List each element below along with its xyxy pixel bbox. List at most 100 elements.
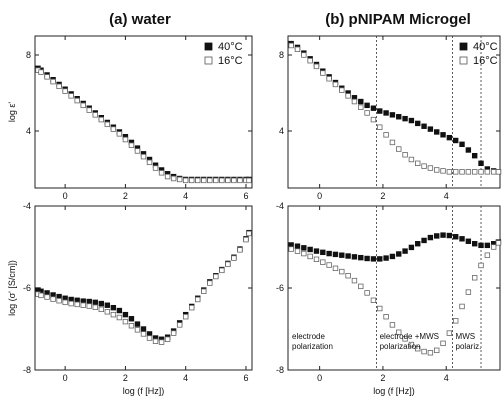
data-point <box>307 253 313 260</box>
data-point <box>313 248 320 254</box>
data-point <box>446 169 453 175</box>
data-point <box>421 348 427 355</box>
data-point <box>421 123 427 129</box>
data-point <box>459 141 465 147</box>
data-point <box>128 142 135 148</box>
x-tick-label: 0 <box>317 191 322 201</box>
y-tick-label: 4 <box>26 126 31 136</box>
panel-0: (a) water 0 2 4 6 4 8 log ε' 40°C 16°C <box>7 11 253 201</box>
data-point <box>104 121 111 128</box>
data-point <box>377 256 383 262</box>
data-point <box>128 316 135 322</box>
data-point <box>326 262 332 268</box>
data-point <box>68 93 74 99</box>
data-point <box>288 246 294 252</box>
data-point <box>294 243 301 249</box>
data-point <box>134 321 141 327</box>
data-point <box>98 300 105 307</box>
data-point <box>92 112 98 118</box>
data-point <box>152 338 159 344</box>
data-point <box>225 261 231 267</box>
data-point <box>446 232 453 239</box>
data-point <box>152 165 159 171</box>
data-point <box>122 311 129 318</box>
data-point <box>56 298 62 304</box>
data-point <box>307 58 313 64</box>
data-point <box>440 232 446 238</box>
x-tick-label: 0 <box>317 373 322 383</box>
data-point <box>490 169 497 175</box>
x-tick-label: 4 <box>183 373 188 383</box>
data-point <box>484 169 491 175</box>
data-point <box>339 268 345 275</box>
data-point <box>364 102 370 109</box>
data-point <box>140 326 147 332</box>
data-point <box>332 251 339 258</box>
x-tick-label: 2 <box>123 373 128 383</box>
data-point <box>195 296 201 303</box>
series-40°C <box>35 65 252 183</box>
data-point <box>56 83 62 90</box>
data-point <box>364 110 370 116</box>
legend-marker <box>204 42 213 51</box>
series-40°C <box>288 40 502 175</box>
data-point <box>288 42 294 49</box>
x-tick-label: 6 <box>243 191 248 201</box>
data-point <box>195 177 201 184</box>
y-axis-label: log (σ' [S/cm]) <box>7 260 17 316</box>
data-point <box>339 87 345 93</box>
data-point <box>478 169 484 175</box>
x-tick-label: 2 <box>380 191 385 201</box>
data-point <box>116 307 123 314</box>
data-point <box>427 165 434 171</box>
y-axis-label: log ε' <box>7 102 17 123</box>
data-point <box>140 153 147 160</box>
data-point <box>484 242 491 249</box>
data-point <box>383 110 389 116</box>
data-point <box>434 233 440 239</box>
data-point <box>158 170 165 176</box>
data-point <box>427 350 434 356</box>
data-point <box>320 259 326 265</box>
data-point <box>478 160 484 166</box>
data-point <box>134 327 141 333</box>
data-point <box>459 303 465 310</box>
y-tick-label: -6 <box>23 283 31 293</box>
data-point <box>383 132 389 138</box>
data-point <box>332 81 339 88</box>
data-point <box>396 114 402 120</box>
data-point <box>358 254 364 261</box>
data-point <box>307 246 313 253</box>
data-point <box>146 159 153 166</box>
data-point <box>246 177 252 184</box>
data-point <box>213 177 219 184</box>
data-point <box>326 76 332 82</box>
data-point <box>110 126 117 132</box>
plot-frame <box>34 35 253 189</box>
x-tick-label: 0 <box>63 373 68 383</box>
data-point <box>80 102 86 109</box>
data-point <box>427 234 434 241</box>
data-point <box>421 163 427 169</box>
panel-1: (b) pNIPAM Microgel 0 2 4 4 8 40°C 16°C <box>279 11 502 201</box>
data-point <box>50 78 56 85</box>
data-point <box>44 294 50 300</box>
data-point <box>201 177 207 184</box>
data-point <box>415 120 421 127</box>
data-point <box>389 322 396 328</box>
data-point <box>219 267 225 274</box>
data-point <box>110 311 117 318</box>
data-point <box>320 70 326 76</box>
data-point <box>440 340 446 347</box>
data-point <box>98 306 105 313</box>
data-point <box>402 115 408 122</box>
data-point <box>122 136 129 143</box>
data-point <box>408 117 415 124</box>
y-tick-label: -8 <box>23 365 31 375</box>
data-point <box>68 300 74 307</box>
data-point <box>104 309 111 315</box>
data-point <box>415 241 421 247</box>
data-point <box>313 256 320 262</box>
data-point <box>471 152 478 159</box>
